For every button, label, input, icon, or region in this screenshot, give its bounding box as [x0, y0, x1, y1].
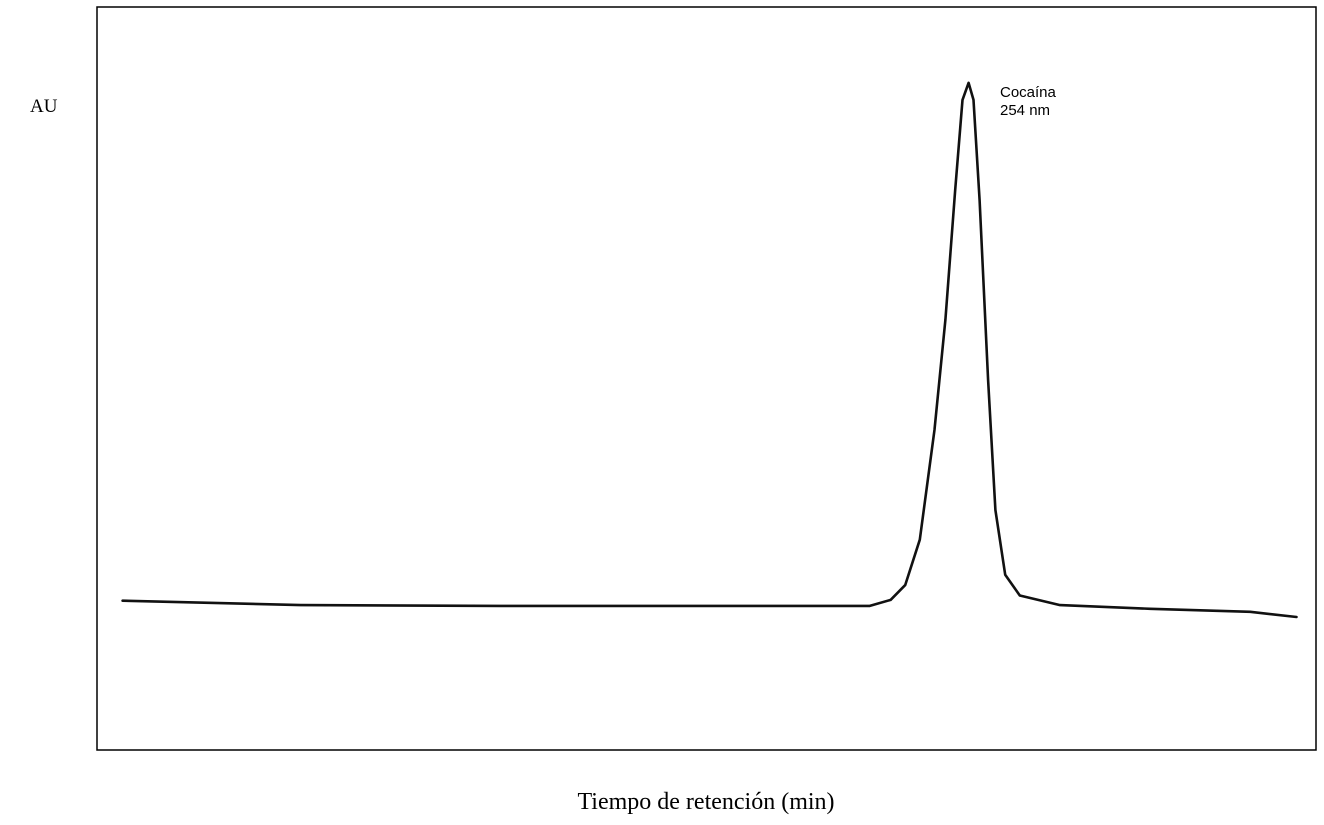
peak-annotation: 254 nm — [1000, 102, 1050, 119]
chromatogram-line — [121, 81, 1298, 619]
peak-annotation: Cocaína — [1000, 84, 1057, 101]
y-axis-label: AU — [30, 96, 58, 117]
plot-frame — [96, 6, 1317, 751]
x-axis-label: Tiempo de retención (min) — [577, 789, 834, 815]
